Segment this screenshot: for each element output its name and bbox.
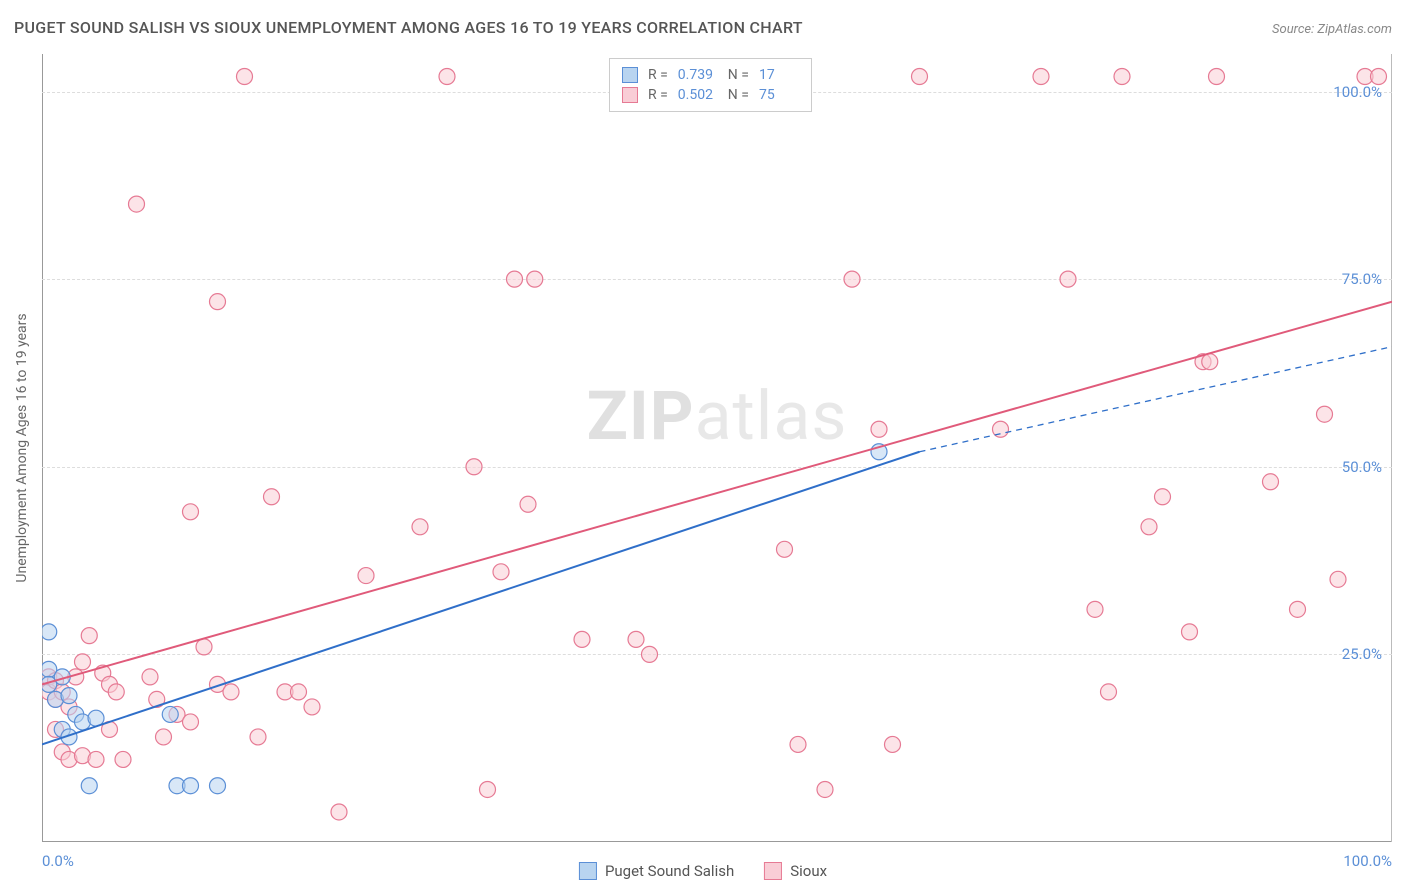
- scatter-point: [1317, 406, 1333, 422]
- y-axis-label: Unemployment Among Ages 16 to 19 years: [14, 313, 30, 582]
- scatter-point: [1141, 519, 1157, 535]
- scatter-point: [1202, 354, 1218, 370]
- source-attribution: Source: ZipAtlas.com: [1272, 22, 1392, 37]
- regression-line-extrapolated: [920, 347, 1393, 452]
- scatter-point: [466, 459, 482, 475]
- r-value-series2: 0.502: [678, 87, 718, 103]
- scatter-point: [1263, 474, 1279, 490]
- swatch-series1: [622, 67, 638, 83]
- r-value-series1: 0.739: [678, 67, 718, 83]
- scatter-point: [331, 804, 347, 820]
- scatter-point: [1155, 489, 1171, 505]
- chart-header: PUGET SOUND SALISH VS SIOUX UNEMPLOYMENT…: [14, 18, 1392, 37]
- scatter-point: [777, 541, 793, 557]
- scatter-point: [1330, 571, 1346, 587]
- bottom-legend: Puget Sound Salish Sioux: [579, 862, 827, 880]
- scatter-point: [790, 736, 806, 752]
- stats-row-series2: R = 0.502 N = 75: [622, 85, 799, 105]
- n-value-series1: 17: [759, 67, 799, 83]
- scatter-point: [1371, 69, 1387, 85]
- scatter-point: [912, 69, 928, 85]
- chart-container: Unemployment Among Ages 16 to 19 years 2…: [42, 54, 1392, 842]
- n-label: N =: [728, 67, 749, 83]
- legend-label-series1: Puget Sound Salish: [605, 862, 734, 880]
- x-tick-label: 0.0%: [42, 852, 74, 870]
- scatter-point: [223, 684, 239, 700]
- scatter-point: [412, 519, 428, 535]
- scatter-point: [42, 624, 57, 640]
- scatter-point: [574, 631, 590, 647]
- scatter-point: [88, 751, 104, 767]
- scatter-point: [210, 778, 226, 794]
- scatter-point: [81, 778, 97, 794]
- chart-title: PUGET SOUND SALISH VS SIOUX UNEMPLOYMENT…: [14, 18, 803, 37]
- legend-item-series2: Sioux: [764, 862, 827, 880]
- scatter-point: [439, 69, 455, 85]
- legend-swatch-series1: [579, 862, 597, 880]
- plot-area: 25.0%50.0%75.0%100.0% 0.0%100.0% ZIPatla…: [42, 54, 1392, 842]
- scatter-point: [81, 628, 97, 644]
- scatter-point: [871, 421, 887, 437]
- stats-row-series1: R = 0.739 N = 17: [622, 65, 799, 85]
- scatter-point: [520, 496, 536, 512]
- scatter-point: [1060, 271, 1076, 287]
- stats-legend-box: R = 0.739 N = 17 R = 0.502 N = 75: [609, 58, 812, 112]
- scatter-point: [885, 736, 901, 752]
- scatter-point: [237, 69, 253, 85]
- scatter-point: [1182, 624, 1198, 640]
- scatter-point: [844, 271, 860, 287]
- scatter-point: [183, 714, 199, 730]
- scatter-point: [1209, 69, 1225, 85]
- legend-item-series1: Puget Sound Salish: [579, 862, 734, 880]
- scatter-point: [1114, 69, 1130, 85]
- scatter-point: [1087, 601, 1103, 617]
- scatter-point: [642, 646, 658, 662]
- n-value-series2: 75: [759, 87, 799, 103]
- scatter-point: [196, 639, 212, 655]
- swatch-series2: [622, 87, 638, 103]
- scatter-point: [628, 631, 644, 647]
- scatter-point: [291, 684, 307, 700]
- scatter-point: [527, 271, 543, 287]
- scatter-point: [1033, 69, 1049, 85]
- legend-swatch-series2: [764, 862, 782, 880]
- plot-svg: [42, 54, 1392, 842]
- legend-label-series2: Sioux: [790, 862, 827, 880]
- scatter-point: [162, 706, 178, 722]
- scatter-point: [250, 729, 266, 745]
- scatter-point: [156, 729, 172, 745]
- scatter-point: [210, 294, 226, 310]
- scatter-point: [817, 781, 833, 797]
- scatter-point: [493, 564, 509, 580]
- x-tick-label: 100.0%: [1343, 852, 1392, 870]
- n-label: N =: [728, 87, 749, 103]
- scatter-point: [480, 781, 496, 797]
- scatter-point: [183, 504, 199, 520]
- scatter-point: [264, 489, 280, 505]
- scatter-point: [129, 196, 145, 212]
- scatter-point: [108, 684, 124, 700]
- scatter-point: [1101, 684, 1117, 700]
- scatter-point: [507, 271, 523, 287]
- scatter-point: [183, 778, 199, 794]
- r-label: R =: [648, 87, 668, 103]
- scatter-point: [61, 688, 77, 704]
- scatter-point: [75, 654, 91, 670]
- r-label: R =: [648, 67, 668, 83]
- scatter-point: [304, 699, 320, 715]
- scatter-point: [1290, 601, 1306, 617]
- scatter-point: [358, 568, 374, 584]
- scatter-point: [115, 751, 131, 767]
- regression-line: [42, 452, 920, 745]
- scatter-point: [142, 669, 158, 685]
